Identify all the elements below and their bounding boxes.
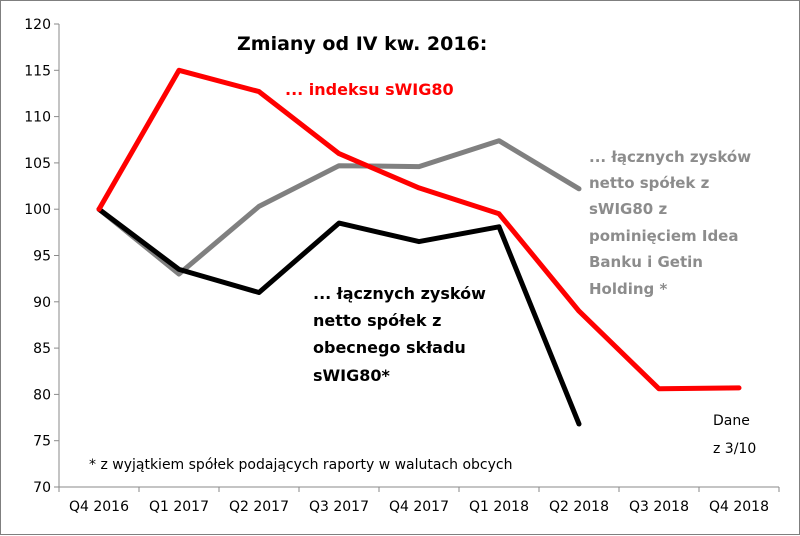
x-tick-label: Q4 2017	[389, 499, 449, 515]
y-tick-label: 115	[24, 63, 51, 79]
chart-title: Zmiany od IV kw. 2016:	[237, 33, 487, 55]
black-label-line: sWIG80*	[313, 366, 391, 385]
data-note: Dane z 3/10	[713, 413, 756, 457]
series-line-1	[96, 138, 582, 277]
y-tick-label: 85	[33, 341, 51, 357]
axes	[54, 23, 780, 492]
y-tick-label: 80	[33, 387, 51, 403]
gray-label-line: Holding *	[589, 280, 668, 298]
series-line-2	[96, 206, 582, 427]
x-tick-labels: Q4 2016 Q1 2017 Q2 2017 Q3 2017 Q4 2017 Q1 20…	[69, 499, 769, 515]
y-tick-label: 105	[24, 156, 51, 172]
footnote: * z wyjątkiem spółek podających raporty …	[89, 457, 512, 473]
gray-label-line: sWIG80 z	[589, 200, 667, 218]
gray-label-line: Banku i Getin	[589, 253, 703, 271]
red-series-label: ... indeksu sWIG80	[285, 80, 454, 99]
gray-label-line: pominięciem Idea	[589, 227, 738, 245]
x-tick-label: Q3 2018	[629, 499, 689, 515]
x-tick-label: Q2 2017	[229, 499, 289, 515]
x-tick-label: Q1 2018	[469, 499, 529, 515]
gray-label-line: netto spółek z	[589, 174, 710, 192]
x-tick-label: Q3 2017	[309, 499, 369, 515]
y-tick-label: 120	[24, 17, 51, 33]
gray-series-label: ... łącznych zysków netto spółek z sWIG8…	[589, 148, 751, 298]
x-tick-label: Q4 2016	[69, 499, 129, 515]
y-tick-label: 100	[24, 202, 51, 218]
data-note-line: z 3/10	[713, 441, 756, 457]
y-tick-label: 70	[33, 480, 51, 496]
y-tick-label: 75	[33, 434, 51, 450]
series-lines	[96, 67, 742, 427]
black-label-line: ... łącznych zysków	[313, 284, 486, 303]
x-tick-label: Q4 2018	[709, 499, 769, 515]
y-tick-label: 95	[33, 249, 51, 265]
black-label-line: obecnego składu	[313, 338, 466, 357]
series-line-0	[96, 67, 742, 392]
gray-label-line: ... łącznych zysków	[589, 148, 751, 166]
x-tick-label: Q1 2017	[149, 499, 209, 515]
y-tick-label: 110	[24, 110, 51, 126]
black-series-label: ... łącznych zysków netto spółek z obecn…	[313, 284, 486, 385]
black-label-line: netto spółek z	[313, 311, 441, 330]
data-note-line: Dane	[713, 413, 750, 429]
y-tick-label: 90	[33, 295, 51, 311]
x-tick-label: Q2 2018	[549, 499, 609, 515]
y-tick-labels: 70 75 80 85 90 95 100 105 110 115 120	[24, 17, 51, 496]
